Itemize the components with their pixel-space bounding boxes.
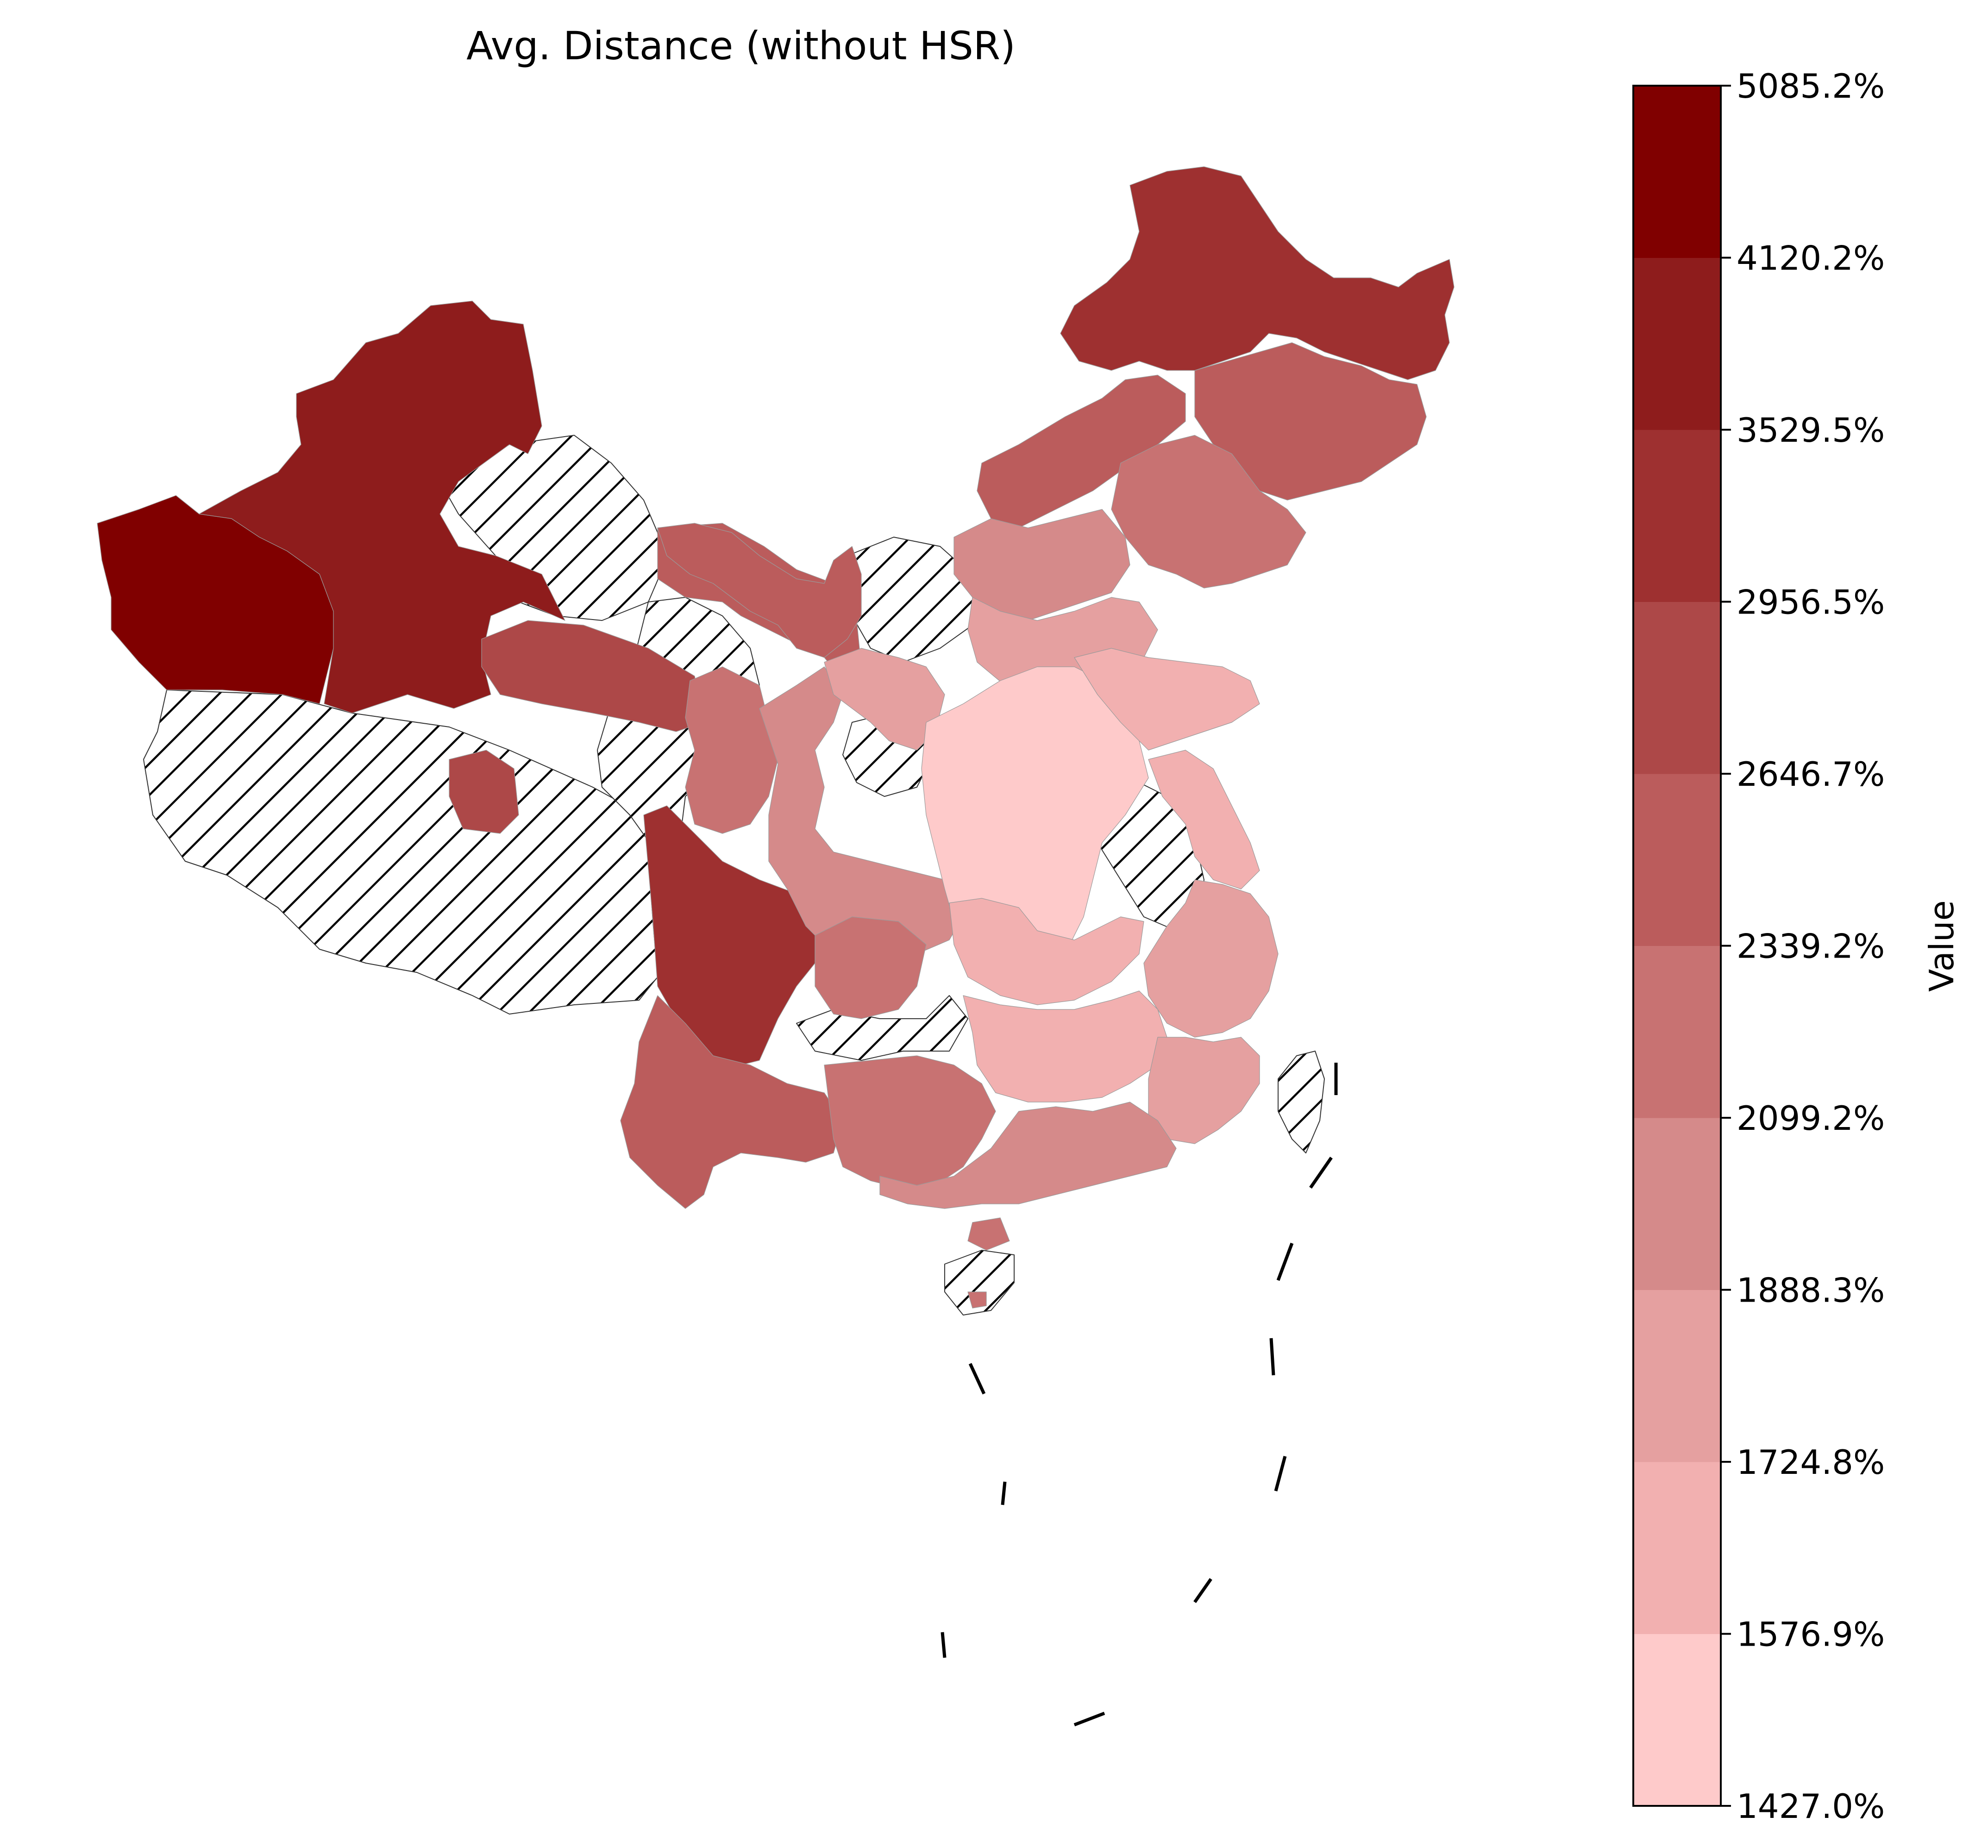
region-yunnan	[620, 995, 843, 1209]
colorbar-bin	[1633, 774, 1721, 946]
colorbar-tick-label: 2099.2%	[1737, 1099, 1885, 1138]
colorbar-bin	[1633, 1462, 1721, 1634]
map-title: Avg. Distance (without HSR)	[466, 23, 1016, 69]
nine-dash-line	[941, 1063, 1338, 1727]
colorbar-tick-label: 1427.0%	[1737, 1787, 1885, 1826]
colorbar-bin	[1633, 1118, 1721, 1290]
colorbar-bin	[1633, 86, 1721, 258]
region-inner-mongolia-west	[657, 523, 862, 658]
colorbar-bin	[1633, 601, 1721, 774]
region-jiangsu	[1148, 750, 1260, 890]
colorbar-bins	[1633, 86, 1721, 1806]
region-gansu-south	[685, 666, 778, 834]
colorbar-tick-label: 2339.2%	[1737, 927, 1885, 966]
china-map	[97, 166, 1455, 1316]
region-guangxi	[824, 1055, 996, 1190]
region-guangdong	[879, 1102, 1177, 1209]
colorbar-bin	[1633, 946, 1721, 1118]
colorbar-bin	[1633, 430, 1721, 602]
colorbar-bin	[1633, 1290, 1721, 1462]
colorbar-tick-label: 2956.5%	[1737, 583, 1885, 622]
region-qinghai	[481, 620, 704, 732]
region-xinjiang-north	[199, 301, 565, 714]
region-hubei	[949, 898, 1144, 1005]
colorbar-tick-label: 1576.9%	[1737, 1615, 1885, 1654]
region-heilongjiang	[1060, 166, 1455, 380]
region-jiangxi	[963, 990, 1167, 1103]
no-data-region-taiwan	[1278, 1051, 1325, 1153]
region-qinghai-island	[449, 750, 519, 834]
colorbar-tick-label: 4120.2%	[1737, 239, 1885, 278]
colorbar-tick-label: 3529.5%	[1737, 411, 1885, 450]
colorbar-tick-label: 5085.2%	[1737, 67, 1885, 106]
no-data-region-inner-mongolia	[847, 537, 982, 663]
colorbar-tick-label: 1888.3%	[1737, 1271, 1885, 1310]
colorbar-ticks: 5085.2% 4120.2% 3529.5% 2956.5% 2646.7% 2339.…	[1721, 67, 1885, 1826]
colorbar-bin	[1633, 1634, 1721, 1806]
no-data-region-hainan	[944, 1250, 1015, 1316]
region-hainan-north	[967, 1217, 1010, 1251]
colorbar-tick-label: 2646.7%	[1737, 755, 1885, 794]
region-sichuan-basin	[815, 916, 927, 1019]
region-shandong	[1074, 648, 1260, 751]
colorbar-bin	[1633, 257, 1721, 430]
region-fujian	[1148, 1037, 1260, 1144]
region-liaoning	[1111, 435, 1306, 589]
region-zhejiang	[1143, 879, 1279, 1038]
colorbar: 5085.2% 4120.2% 3529.5% 2956.5% 2646.7% 2339.…	[1632, 67, 1961, 1826]
region-hainan-south	[967, 1291, 987, 1309]
colorbar-tick-label: 1724.8%	[1737, 1443, 1885, 1482]
colorbar-label: Value	[1922, 900, 1961, 992]
no-data-region-tibet	[143, 689, 658, 1015]
